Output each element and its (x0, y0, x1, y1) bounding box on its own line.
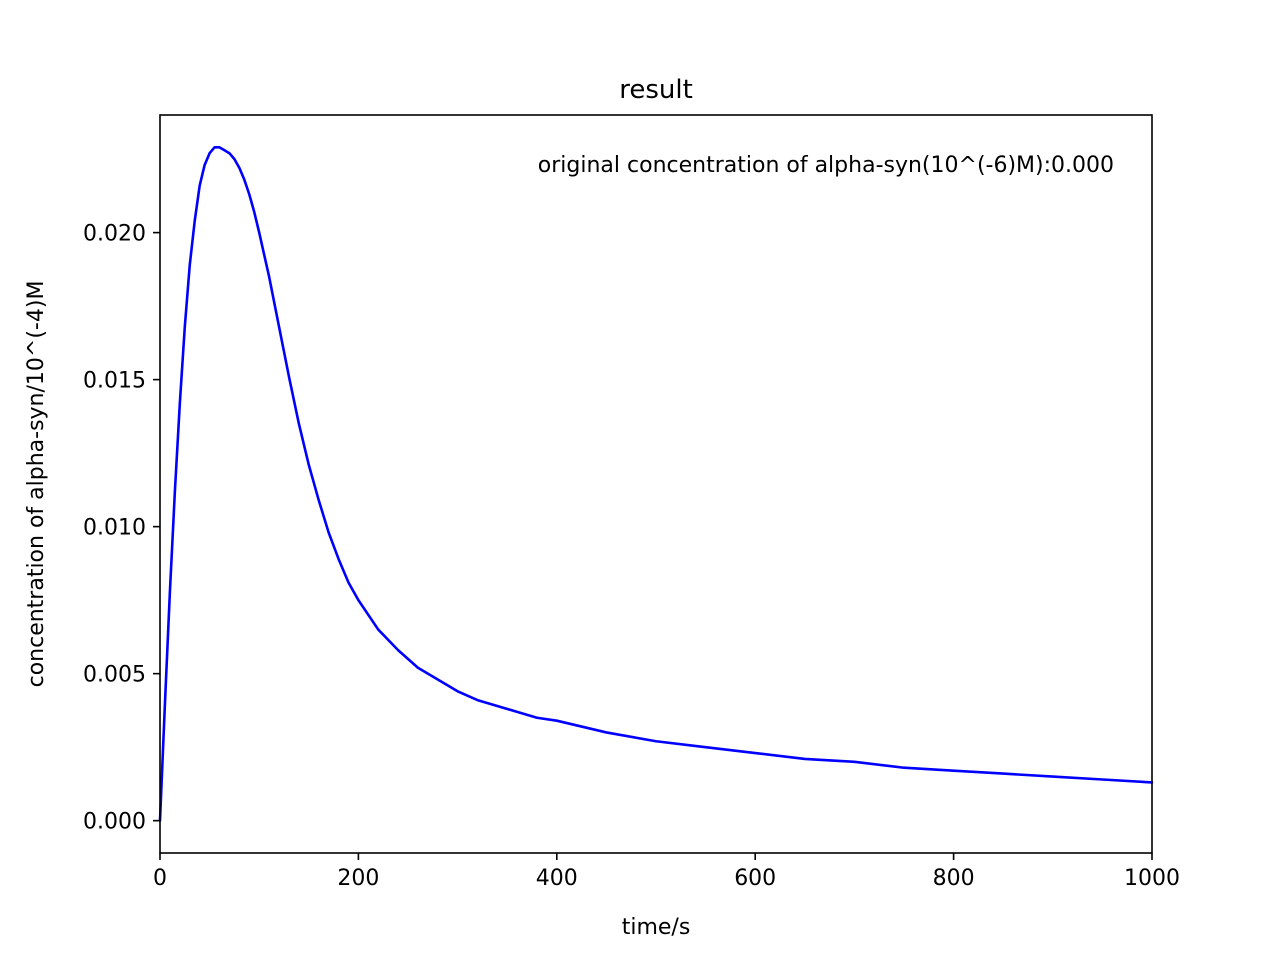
y-axis-ticks: 0.000 0.005 0.010 0.015 0.020 (83, 222, 160, 835)
x-tick-label: 0 (153, 866, 167, 891)
series-line (158, 146, 1154, 822)
y-tick-label: 0.015 (83, 369, 146, 394)
axes-frame (159, 114, 1153, 854)
x-axis-ticks: 0 200 400 600 800 1000 (153, 853, 1180, 891)
x-tick-label: 800 (933, 866, 975, 891)
y-axis-label: concentration of alpha-syn/10^(-4)M (24, 281, 49, 688)
y-tick-label: 0.010 (83, 516, 146, 541)
x-tick-label: 600 (734, 866, 776, 891)
x-tick-label: 200 (337, 866, 379, 891)
y-tick-label: 0.020 (83, 222, 146, 247)
x-tick-label: 1000 (1124, 866, 1180, 891)
chart-title: result (619, 75, 693, 105)
x-tick-label: 400 (536, 866, 578, 891)
y-tick-label: 0.005 (83, 663, 146, 688)
plot-area (158, 114, 1154, 854)
x-axis-label: time/s (622, 915, 691, 940)
y-tick-label: 0.000 (83, 810, 146, 835)
chart-annotation: original concentration of alpha-syn(10^(… (538, 153, 1114, 178)
